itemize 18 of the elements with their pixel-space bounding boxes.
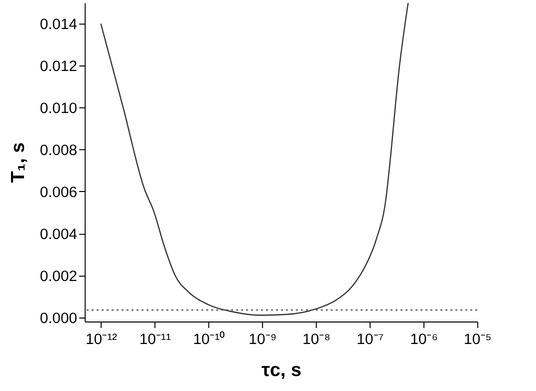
x-tick-label: 10⁻⁷ — [356, 330, 384, 348]
y-tick-label: 0.006 — [40, 184, 78, 201]
y-tick-label: 0.012 — [40, 58, 78, 76]
x-tick-label: 10⁻¹⁰ — [193, 330, 225, 348]
y-axis-title: T₁, s — [8, 142, 29, 183]
x-tick-label: 10⁻¹¹ — [139, 330, 171, 348]
x-axis-title: τc, s — [261, 360, 302, 381]
y-tick-label: 0.010 — [40, 100, 78, 118]
x-tick-label: 10⁻¹² — [86, 330, 118, 348]
y-tick-label: 0.002 — [40, 268, 78, 285]
y-tick-label: 0.014 — [40, 16, 78, 34]
y-tick-label: 0.004 — [40, 226, 78, 243]
x-tick-label: 10⁻⁸ — [302, 330, 330, 348]
x-tick-label: 10⁻⁵ — [464, 330, 492, 348]
y-tick-label: 0.000 — [40, 310, 78, 327]
y-tick-label: 0.008 — [40, 142, 78, 160]
x-tick-label: 10⁻⁶ — [410, 330, 438, 348]
x-tick-label: 10⁻⁹ — [248, 330, 277, 348]
